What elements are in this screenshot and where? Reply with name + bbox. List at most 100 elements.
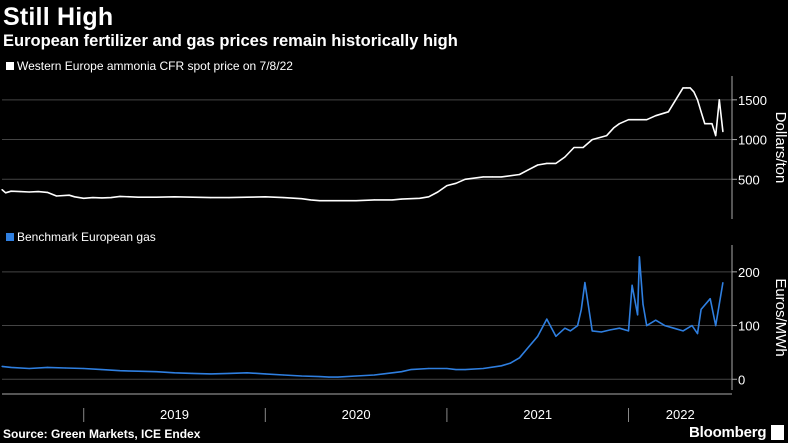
legend-label: Benchmark European gas xyxy=(17,230,156,244)
y-tick-label: 200 xyxy=(738,265,760,280)
data-point xyxy=(509,362,512,364)
data-point xyxy=(155,196,157,198)
data-point xyxy=(137,196,139,198)
data-point xyxy=(577,325,579,327)
data-point xyxy=(718,303,720,305)
data-point xyxy=(569,330,572,332)
bloomberg-logo: Bloomberg xyxy=(689,424,767,441)
data-point xyxy=(518,173,521,176)
data-point xyxy=(606,135,608,137)
y-axis-title: Euros/MWh xyxy=(772,278,788,356)
data-point xyxy=(613,127,615,129)
data-point xyxy=(264,373,266,375)
data-point xyxy=(28,191,30,193)
data-point xyxy=(700,308,702,310)
data-point xyxy=(428,196,430,198)
source-note: Source: Green Markets, ICE Endex xyxy=(3,427,201,441)
data-point xyxy=(391,372,393,374)
data-point xyxy=(546,318,548,320)
data-point xyxy=(119,195,121,197)
data-point xyxy=(101,197,103,199)
data-point xyxy=(646,325,648,327)
data-point xyxy=(46,366,49,368)
data-point xyxy=(419,197,421,199)
data-point xyxy=(627,119,630,121)
data-point xyxy=(518,357,521,359)
data-point xyxy=(664,325,666,327)
data-point xyxy=(464,369,466,371)
data-point xyxy=(618,123,621,125)
data-point xyxy=(210,197,212,199)
data-point xyxy=(282,197,285,199)
data-point xyxy=(464,178,466,180)
data-point xyxy=(437,191,439,193)
data-point xyxy=(500,176,502,178)
data-point xyxy=(328,376,330,378)
data-point xyxy=(673,327,675,329)
data-point xyxy=(618,327,621,329)
data-point xyxy=(246,372,248,374)
data-point xyxy=(355,200,357,202)
data-point xyxy=(74,196,76,198)
data-point xyxy=(68,194,70,196)
data-point xyxy=(631,284,633,286)
data-point xyxy=(1,365,3,367)
data-point xyxy=(704,123,706,125)
data-point xyxy=(83,367,85,370)
data-point xyxy=(10,190,12,192)
data-point xyxy=(482,176,484,178)
data-point xyxy=(667,111,670,113)
data-point xyxy=(210,373,212,375)
data-point xyxy=(691,325,693,327)
data-point xyxy=(282,374,285,376)
data-point xyxy=(482,367,484,370)
data-point xyxy=(637,314,639,316)
data-point xyxy=(400,371,403,373)
data-point xyxy=(137,370,139,372)
data-point xyxy=(715,325,717,327)
data-point xyxy=(228,197,230,199)
chart-subtitle: European fertilizer and gas prices remai… xyxy=(3,32,458,50)
data-point xyxy=(573,146,575,149)
data-point xyxy=(689,87,691,89)
data-point xyxy=(173,196,176,198)
data-point xyxy=(10,366,12,368)
data-point xyxy=(591,330,593,332)
data-point xyxy=(446,367,448,370)
data-point xyxy=(655,319,657,321)
data-point xyxy=(110,197,112,199)
data-point xyxy=(355,375,357,377)
data-point xyxy=(696,99,699,101)
data-point xyxy=(686,87,688,89)
data-point xyxy=(400,198,403,200)
data-point xyxy=(696,333,699,335)
data-point xyxy=(582,146,584,149)
data-point xyxy=(173,372,176,374)
data-point xyxy=(609,329,611,331)
data-point xyxy=(537,164,539,166)
data-point xyxy=(1,189,3,191)
data-point xyxy=(101,369,103,371)
data-point xyxy=(373,199,375,201)
data-point xyxy=(584,282,586,284)
y-tick-label: 0 xyxy=(738,372,745,387)
series-line xyxy=(1,87,724,202)
data-point xyxy=(682,330,684,332)
data-point xyxy=(65,367,67,369)
y-tick-label: 1000 xyxy=(738,133,767,148)
data-point xyxy=(5,192,7,194)
data-point xyxy=(455,369,457,371)
data-point xyxy=(528,169,530,171)
data-point xyxy=(646,119,648,121)
y-axis-title: Dollars/ton xyxy=(772,112,788,184)
data-point xyxy=(638,256,641,258)
data-point xyxy=(455,182,457,184)
data-point xyxy=(718,99,720,101)
data-point xyxy=(555,335,557,337)
data-point xyxy=(373,374,375,376)
data-point xyxy=(319,200,321,202)
data-point xyxy=(642,303,644,305)
data-point xyxy=(707,123,710,125)
data-point xyxy=(310,199,312,201)
